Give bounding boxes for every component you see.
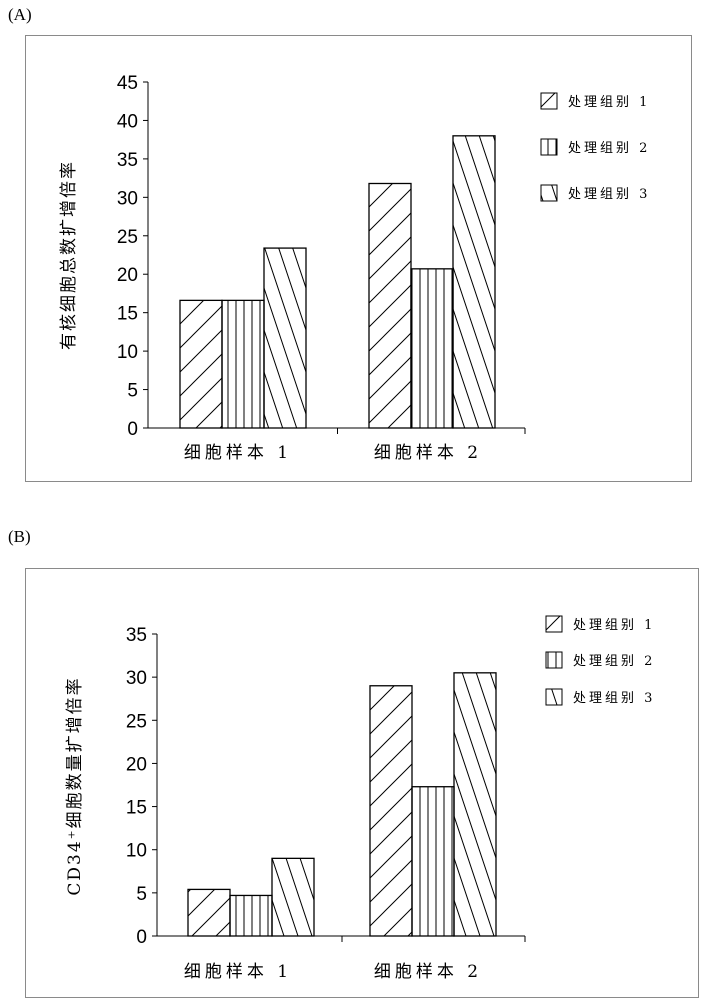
chart-a-y-tick-label: 35 xyxy=(117,150,138,171)
chart-a-y-tick-label: 0 xyxy=(127,419,138,440)
chart-a-y-tick-label: 30 xyxy=(117,188,138,209)
chart-b-y-tick-label: 25 xyxy=(126,711,147,732)
chart-b-y-tick-label: 20 xyxy=(126,754,147,775)
chart-a-bar-s2-g1 xyxy=(222,300,264,428)
chart-a-y-tick-label: 40 xyxy=(117,111,138,132)
chart-b-legend-swatch xyxy=(546,616,562,632)
chart-a-y-tick-label: 10 xyxy=(117,342,138,363)
chart-a-legend-swatch xyxy=(541,139,557,155)
chart-b-bar-s2-g2 xyxy=(412,787,454,936)
chart-a-bar-s3-g1 xyxy=(264,248,306,428)
chart-b-legend-label: 处理组别 2 xyxy=(573,654,655,669)
chart-b-bar-s1-g1 xyxy=(188,889,230,936)
chart-a-bar-s3-g2 xyxy=(453,136,495,428)
chart-b-category-label: 细胞样本 2 xyxy=(374,962,482,982)
chart-a-y-tick-label: 15 xyxy=(117,304,138,325)
chart-b-y-tick-label: 0 xyxy=(136,927,147,948)
chart-b-y-tick-label: 5 xyxy=(136,884,147,905)
chart-a-category-label: 细胞样本 2 xyxy=(374,443,482,463)
chart-a-legend-label: 处理组别 1 xyxy=(568,95,650,110)
chart-a-y-tick-label: 20 xyxy=(117,265,138,286)
chart-a-legend-swatch xyxy=(541,93,557,109)
chart-b-y-tick-label: 15 xyxy=(126,798,147,819)
chart-a-y-tick-label: 45 xyxy=(117,73,138,94)
chart-b-y-tick-label: 35 xyxy=(126,625,147,646)
chart-b-legend-label: 处理组别 3 xyxy=(573,691,655,706)
chart-a-bar-s1-g1 xyxy=(180,300,222,428)
chart-b-bar-s3-g1 xyxy=(272,858,314,936)
chart-b-legend-swatch xyxy=(546,689,562,705)
chart-a-legend-label: 处理组别 3 xyxy=(568,187,650,202)
chart-b-bar-s2-g1 xyxy=(230,895,272,936)
chart-b-bar-s3-g2 xyxy=(454,673,496,936)
chart-b-y-tick-label: 10 xyxy=(126,841,147,862)
chart-b-y-axis-label: CD34⁺细胞数量扩增倍率 xyxy=(65,676,85,895)
chart-a-legend-swatch xyxy=(541,185,557,201)
chart-a-y-tick-label: 25 xyxy=(117,227,138,248)
chart-a-y-tick-label: 5 xyxy=(127,381,138,402)
chart-b-legend-label: 处理组别 1 xyxy=(573,618,655,633)
chart-b-category-label: 细胞样本 1 xyxy=(184,962,292,982)
chart-a-category-label: 细胞样本 1 xyxy=(184,443,292,463)
chart-a-y-axis-label: 有核细胞总数扩增倍率 xyxy=(59,160,79,350)
chart-b-y-tick-label: 30 xyxy=(126,668,147,689)
chart-b-bar-s1-g2 xyxy=(370,686,412,936)
chart-a-legend-label: 处理组别 2 xyxy=(568,141,650,156)
chart-a-bar-s1-g2 xyxy=(369,183,411,428)
chart-b-legend-swatch xyxy=(546,652,562,668)
chart-a-bar-s2-g2 xyxy=(411,269,453,428)
